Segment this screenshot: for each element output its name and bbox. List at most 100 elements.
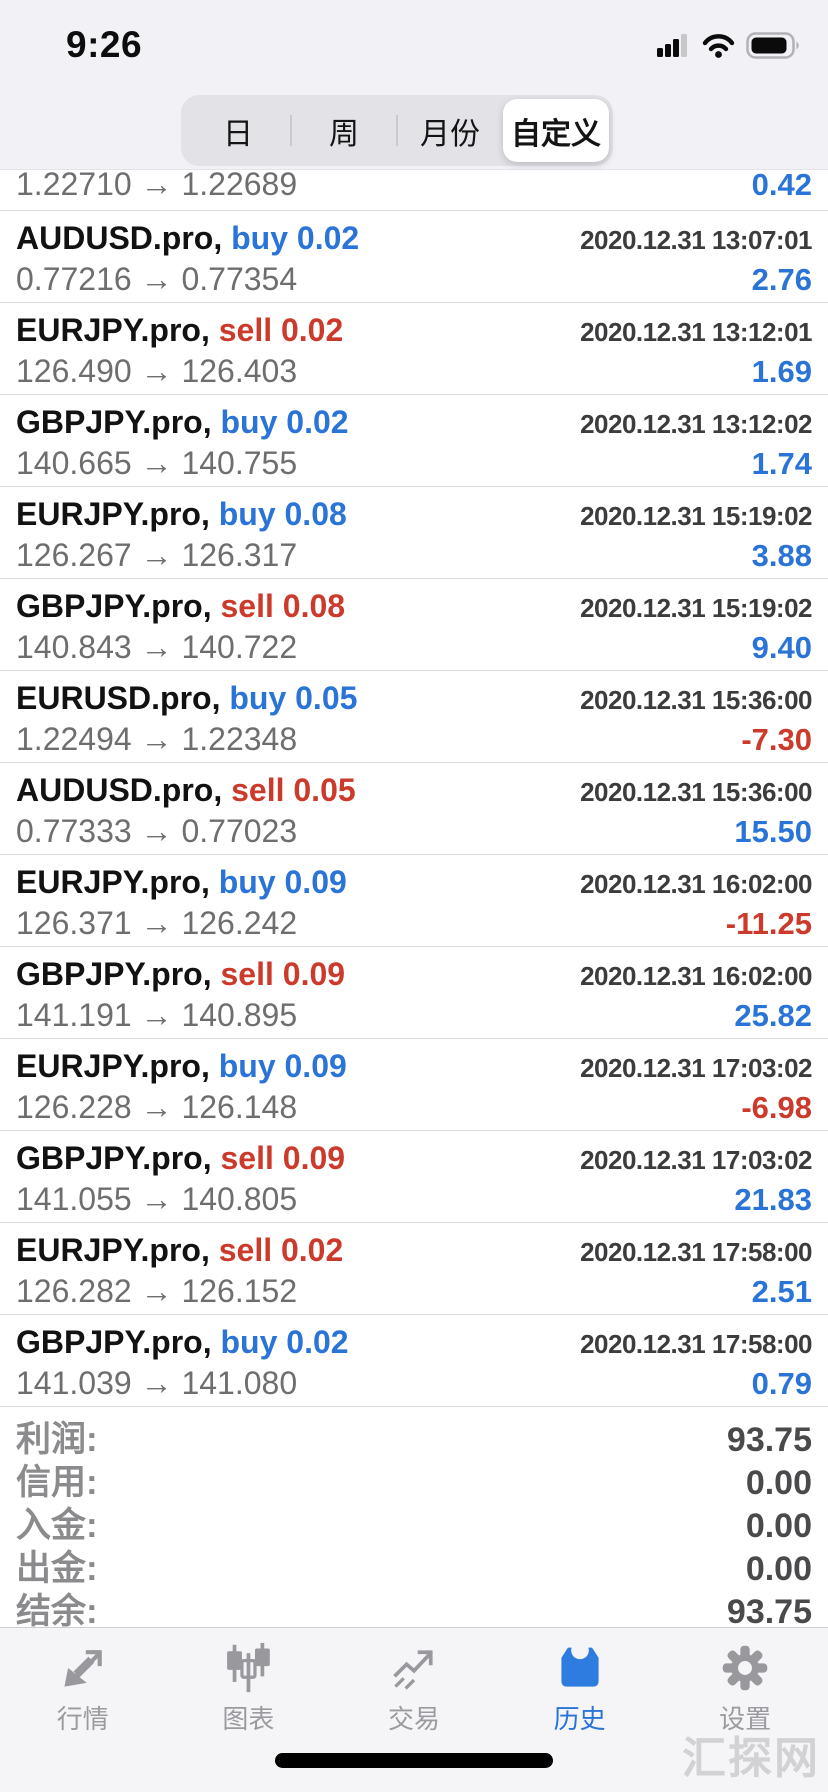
trade-datetime: 2020.12.31 15:36:00 [580,777,812,807]
trade-side: buy 0.02 [231,220,360,256]
trade-prices: 141.039 → 141.080 [16,1365,298,1401]
tab-settings[interactable]: 设置 [662,1640,828,1736]
trade-row[interactable]: GBPJPY.pro, sell 0.09 2020.12.31 17:03:0… [0,1131,828,1223]
trade-datetime: 2020.12.31 15:36:00 [580,685,812,715]
trade-side: buy 0.08 [218,496,347,532]
trade-prices: 140.665 → 140.755 [16,445,298,481]
segment-custom[interactable]: 自定义 [503,99,609,162]
summary-deposit: 入金: 0.00 [16,1506,812,1545]
trade-prices: 126.490 → 126.403 [16,353,298,389]
trade-title: EURJPY.pro, sell 0.02 [16,312,343,349]
trade-title: GBPJPY.pro, buy 0.02 [16,1324,349,1361]
trade-profit: 2.76 [751,262,812,297]
trade-row[interactable]: EURJPY.pro, sell 0.02 2020.12.31 13:12:0… [0,303,828,395]
trade-profit: -6.98 [741,1090,812,1125]
trade-side: buy 0.09 [218,864,347,900]
trade-profit: 0.79 [751,1366,812,1401]
trade-symbol: GBPJPY.pro, [16,588,212,624]
tab-charts[interactable]: 图表 [166,1640,332,1736]
trade-title: GBPJPY.pro, sell 0.09 [16,956,345,993]
trade-title: AUDUSD.pro, buy 0.02 [16,220,359,257]
trade-title: EURUSD.pro, buy 0.05 [16,680,357,717]
tab-history[interactable]: 历史 [497,1640,663,1736]
trade-prices: 0.77333 → 0.77023 [16,813,298,849]
trade-profit: 0.42 [751,170,812,202]
status-time: 9:26 [66,24,143,65]
trade-prices: 126.371 → 126.242 [16,905,298,941]
tab-quotes[interactable]: 行情 [0,1640,166,1736]
segment-week[interactable]: 周 [290,99,397,162]
trade-row[interactable]: GBPJPY.pro, buy 0.02 2020.12.31 17:58:00… [0,1315,828,1407]
trade-title: GBPJPY.pro, buy 0.02 [16,404,349,441]
trade-datetime: 2020.12.31 16:02:00 [580,869,812,899]
gear-icon [717,1640,773,1696]
wifi-icon [702,33,735,63]
trade-symbol: EURJPY.pro, [16,1048,210,1084]
history-icon [552,1640,608,1696]
trade-prices: 126.228 → 126.148 [16,1089,298,1125]
trade-symbol: AUDUSD.pro, [16,220,223,256]
trade-symbol: EURJPY.pro, [16,496,210,532]
battery-icon [746,32,802,64]
trade-datetime: 2020.12.31 13:07:01 [580,225,812,255]
trade-side: sell 0.09 [220,956,346,992]
trade-symbol: EURUSD.pro, [16,680,221,716]
trade-row[interactable]: EURJPY.pro, buy 0.09 2020.12.31 16:02:00… [0,855,828,947]
trade-side: buy 0.02 [220,1324,349,1360]
trade-row[interactable]: EURUSD.pro, buy 0.05 2020.12.31 15:36:00… [0,671,828,763]
trade-datetime: 2020.12.31 13:12:01 [580,317,812,347]
trade-datetime: 2020.12.31 17:03:02 [580,1053,812,1083]
trade-title: EURJPY.pro, sell 0.02 [16,1232,343,1269]
trade-datetime: 2020.12.31 17:03:02 [580,1145,812,1175]
trade-title: EURJPY.pro, buy 0.09 [16,1048,347,1085]
trade-profit: 1.74 [751,446,812,481]
trade-prices: 0.77216 → 0.77354 [16,261,298,297]
trade-prices: 126.267 → 126.317 [16,537,298,573]
trade-row[interactable]: EURJPY.pro, buy 0.08 2020.12.31 15:19:02… [0,487,828,579]
tab-bar: 行情 图表 [0,1627,828,1792]
trade-profit: -11.25 [725,906,812,941]
trade-datetime: 2020.12.31 13:12:02 [580,409,812,439]
trade-profit: -7.30 [741,722,812,757]
summary-balance: 结余: 93.75 [16,1592,812,1631]
trade-side: sell 0.05 [231,772,356,808]
trade-datetime: 2020.12.31 17:58:00 [580,1329,812,1359]
trade-title: GBPJPY.pro, sell 0.08 [16,588,345,625]
summary-withdrawal: 出金: 0.00 [16,1549,812,1588]
trade-symbol: GBPJPY.pro, [16,404,212,440]
trade-row[interactable]: AUDUSD.pro, sell 0.05 2020.12.31 15:36:0… [0,763,828,855]
trade-profit: 21.83 [734,1182,812,1217]
header: 9:26 [0,0,828,170]
trade-row-partial[interactable]: 1.22710 → 1.22689 0.42 [0,170,828,211]
trade-datetime: 2020.12.31 16:02:00 [580,961,812,991]
trade-side: sell 0.02 [218,1232,344,1268]
status-icons [657,32,802,64]
trade-title: EURJPY.pro, buy 0.09 [16,864,347,901]
trade-title: EURJPY.pro, buy 0.08 [16,496,347,533]
trade-prices: 126.282 → 126.152 [16,1273,298,1309]
segment-month[interactable]: 月份 [396,99,503,162]
segment-day[interactable]: 日 [223,117,253,151]
home-indicator[interactable] [275,1753,553,1768]
tab-trade[interactable]: 交易 [331,1640,497,1736]
trade-datetime: 2020.12.31 17:58:00 [580,1237,812,1267]
trade-profit: 9.40 [751,630,812,665]
trade-icon [386,1640,442,1696]
trade-side: buy 0.09 [218,1048,347,1084]
trade-row[interactable]: GBPJPY.pro, sell 0.09 2020.12.31 16:02:0… [0,947,828,1039]
trade-symbol: GBPJPY.pro, [16,956,212,992]
trade-prices: 141.191 → 140.895 [16,997,298,1033]
trade-datetime: 2020.12.31 15:19:02 [580,593,812,623]
trade-row[interactable]: EURJPY.pro, sell 0.02 2020.12.31 17:58:0… [0,1223,828,1315]
trade-row[interactable]: EURJPY.pro, buy 0.09 2020.12.31 17:03:02… [0,1039,828,1131]
trade-side: sell 0.08 [220,588,346,624]
trade-profit: 25.82 [734,998,812,1033]
trade-row[interactable]: AUDUSD.pro, buy 0.02 2020.12.31 13:07:01… [0,211,828,303]
trade-side: buy 0.05 [229,680,358,716]
trade-row[interactable]: GBPJPY.pro, buy 0.02 2020.12.31 13:12:02… [0,395,828,487]
trade-side: sell 0.09 [220,1140,346,1176]
summary-profit: 利润: 93.75 [16,1420,812,1459]
quotes-icon [55,1640,111,1696]
summary-section: 利润: 93.75 信用: 0.00 入金: 0.00 出金: 0.00 结余:… [0,1407,828,1631]
trade-row[interactable]: GBPJPY.pro, sell 0.08 2020.12.31 15:19:0… [0,579,828,671]
